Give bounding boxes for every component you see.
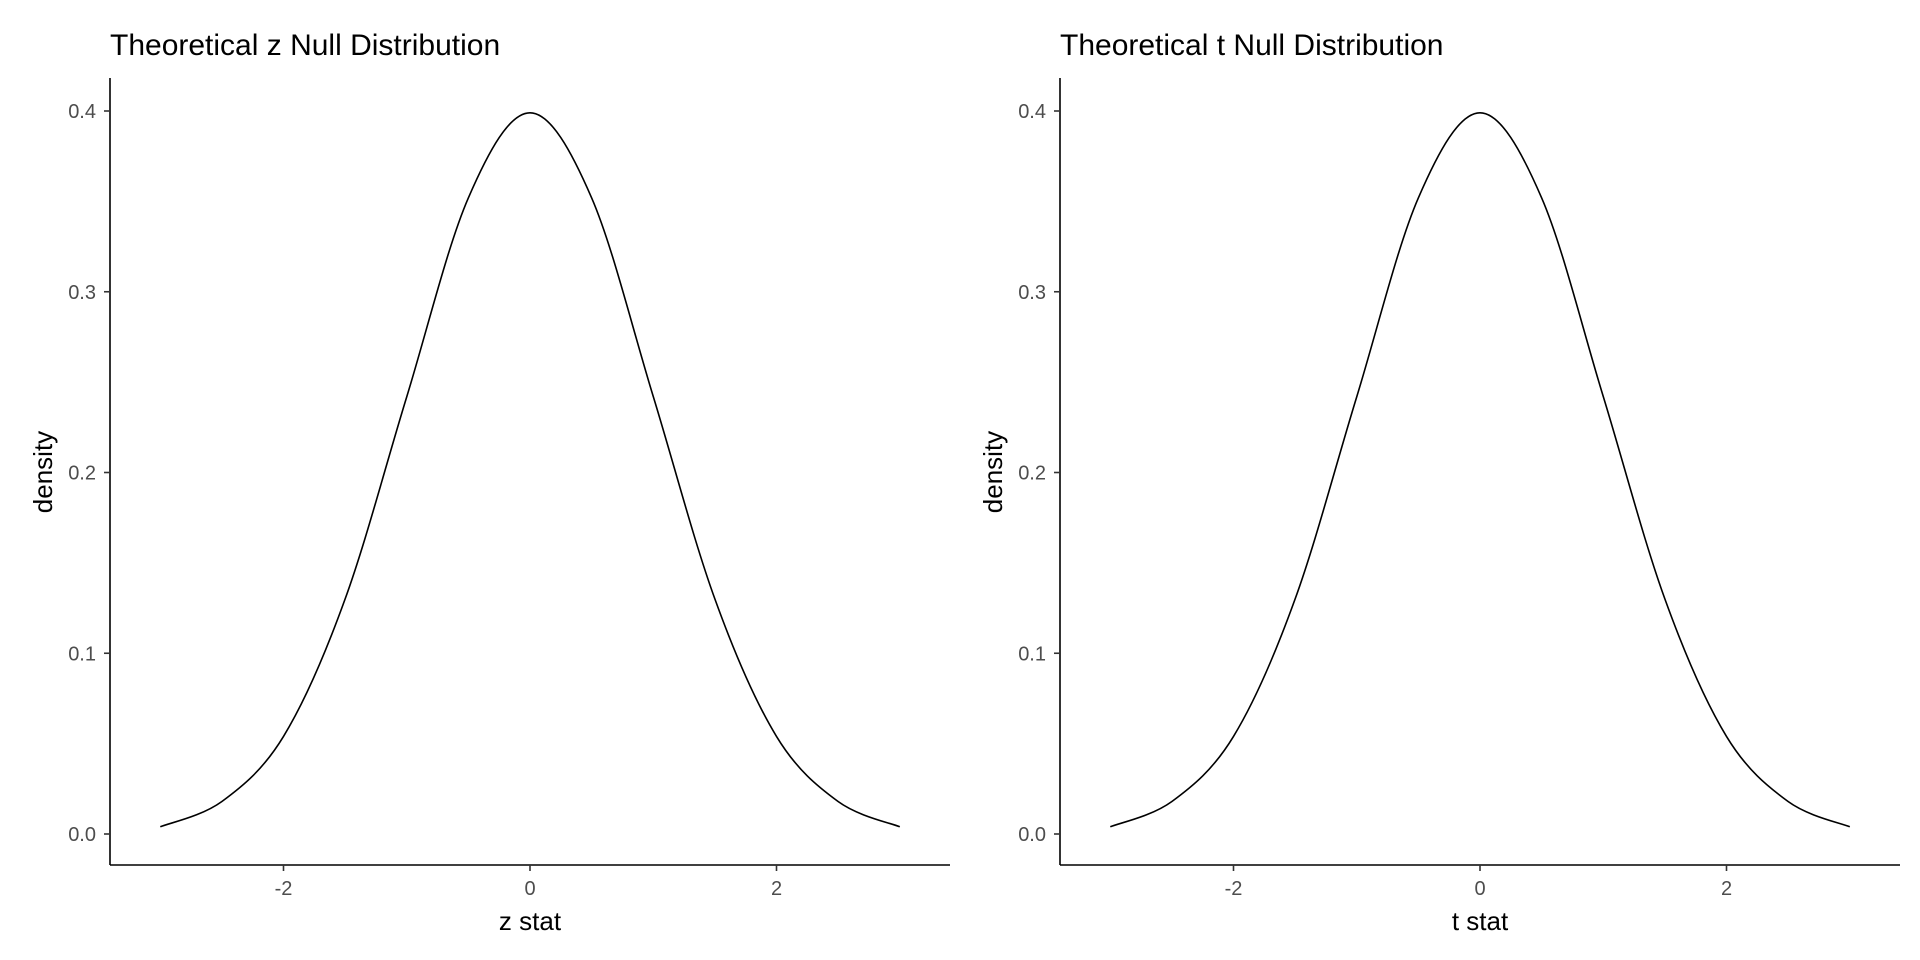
z-chart-title: Theoretical z Null Distribution — [110, 29, 500, 62]
z-y-tick-label-0: 0.0 — [68, 824, 96, 846]
z-x-tick-label-1: 0 — [524, 878, 535, 900]
z-x-tick-label-0: -2 — [275, 878, 293, 900]
t-chart-panel: Theoretical t Null Distribution 0.0 0.1 … — [960, 0, 1920, 960]
z-x-axis: -2 0 2 — [110, 864, 950, 900]
z-x-tick-label-2: 2 — [771, 878, 782, 900]
t-y-tick-label-4: 0.4 — [1018, 101, 1046, 123]
z-y-axis-title: density — [28, 431, 58, 513]
t-y-tick-label-2: 0.2 — [1018, 463, 1046, 485]
t-y-axis-title: density — [978, 431, 1008, 513]
t-x-tick-label-2: 2 — [1721, 878, 1732, 900]
z-y-tick-label-2: 0.2 — [68, 463, 96, 485]
z-chart-panel: Theoretical z Null Distribution 0.0 0.1 … — [28, 29, 950, 936]
z-x-axis-title: z stat — [499, 906, 562, 936]
z-chart-svg: Theoretical z Null Distribution 0.0 0.1 … — [28, 29, 950, 936]
t-x-tick-label-1: 0 — [1474, 878, 1485, 900]
z-y-tick-label-4: 0.4 — [68, 101, 96, 123]
t-y-tick-label-0: 0.0 — [1018, 824, 1046, 846]
t-y-tick-label-1: 0.1 — [1018, 643, 1046, 665]
t-x-axis: -2 0 2 — [1060, 864, 1900, 900]
z-y-tick-label-1: 0.1 — [68, 643, 96, 665]
t-y-tick-label-3: 0.3 — [1018, 282, 1046, 304]
z-y-tick-label-3: 0.3 — [68, 282, 96, 304]
t-x-tick-label-0: -2 — [1225, 878, 1243, 900]
z-density-curve — [159, 111, 901, 828]
z-y-axis: 0.0 0.1 0.2 0.3 0.4 — [68, 78, 111, 865]
t-density-curve — [1109, 111, 1851, 828]
t-y-axis: 0.0 0.1 0.2 0.3 0.4 — [1018, 78, 1061, 865]
t-x-axis-title: t stat — [1452, 906, 1509, 936]
t-chart-title: Theoretical t Null Distribution — [1060, 29, 1443, 62]
t-chart-svg: Theoretical t Null Distribution 0.0 0.1 … — [978, 29, 1900, 936]
